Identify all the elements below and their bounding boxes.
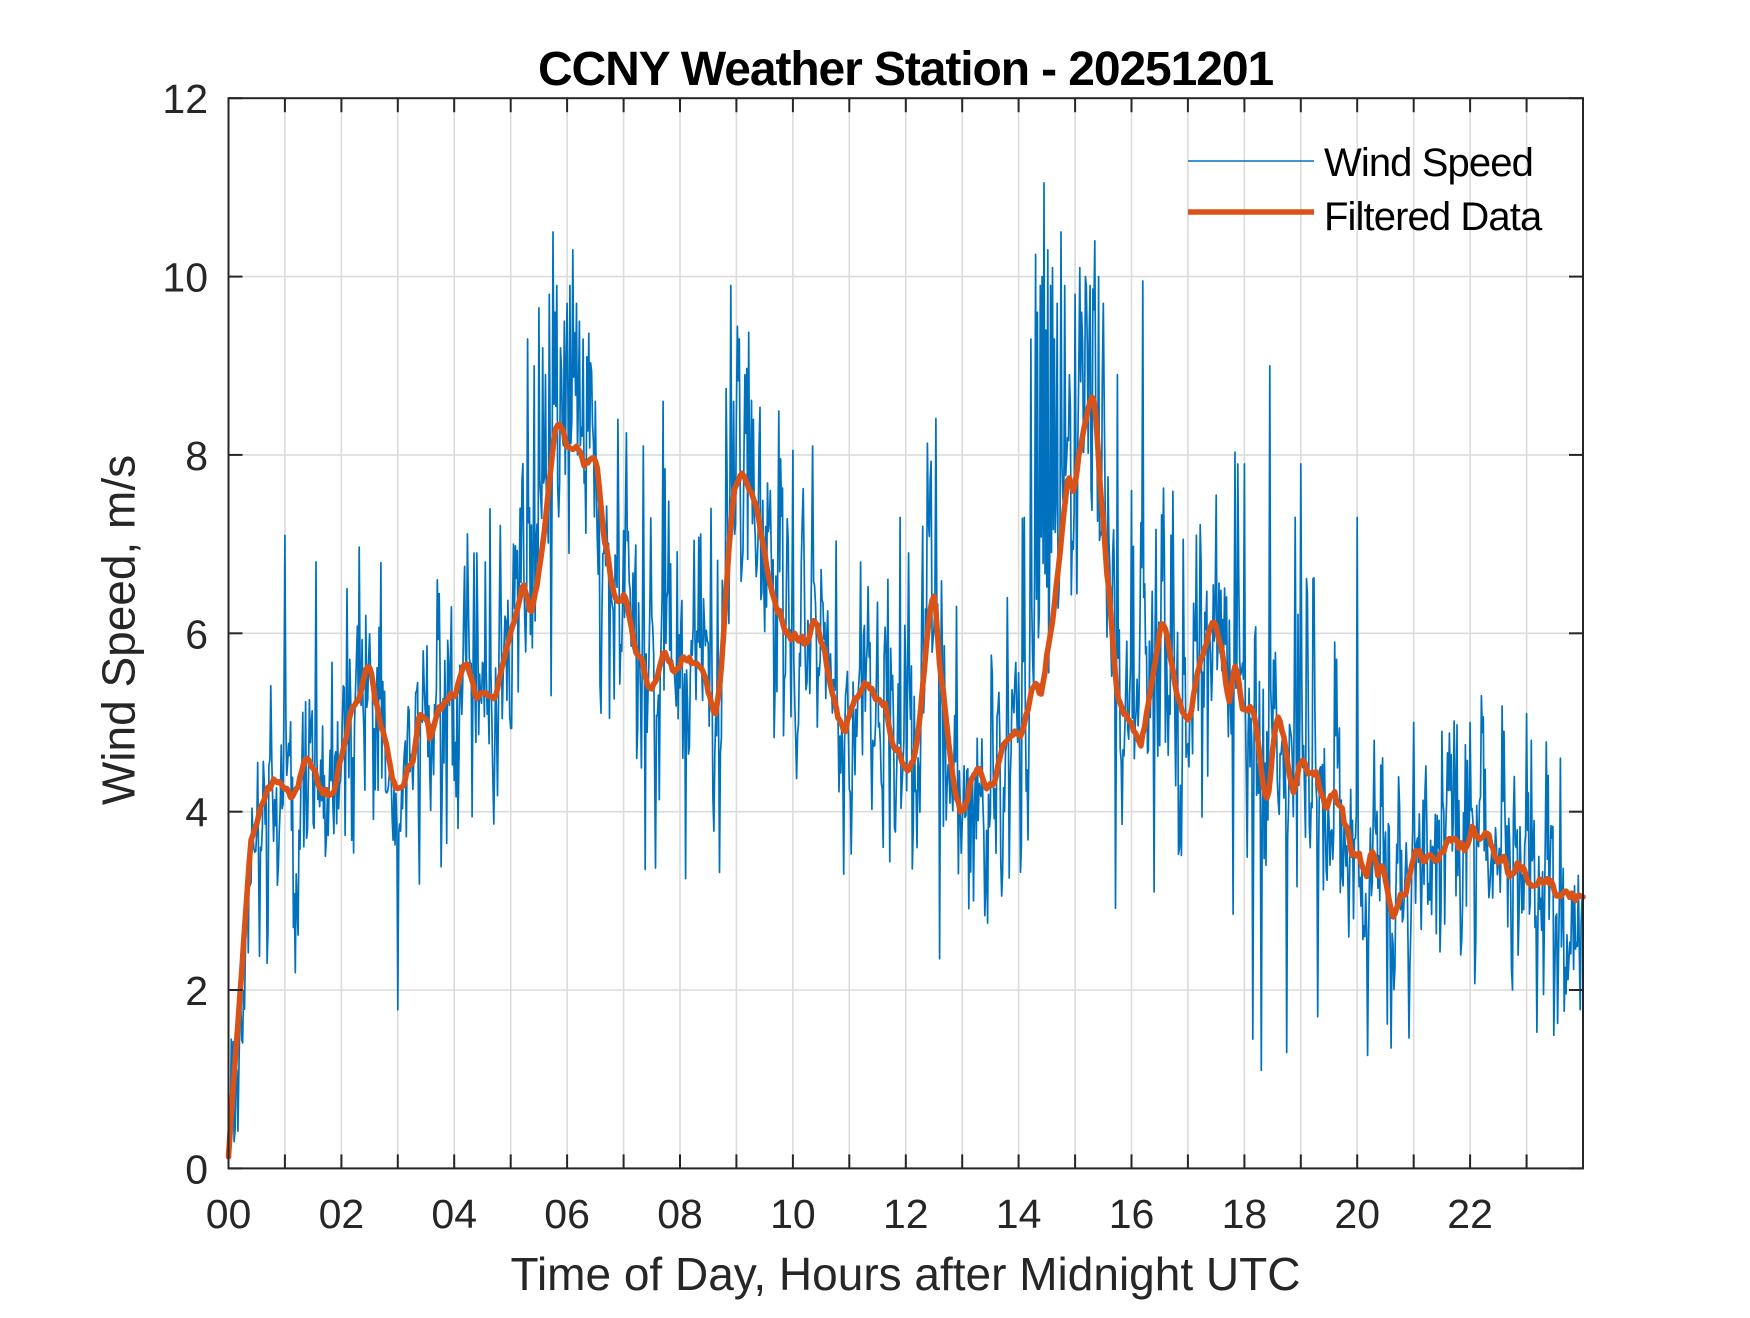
svg-text:4: 4 [185,790,208,836]
svg-text:2: 2 [185,968,208,1014]
svg-text:6: 6 [185,611,208,657]
svg-text:Time of Day, Hours after Midni: Time of Day, Hours after Midnight UTC [511,1248,1301,1300]
svg-text:02: 02 [319,1191,365,1237]
svg-text:8: 8 [185,433,208,479]
svg-text:20: 20 [1334,1191,1380,1237]
svg-text:Wind Speed, m/s: Wind Speed, m/s [93,455,145,805]
svg-text:Filtered Data: Filtered Data [1324,195,1543,239]
svg-text:Wind Speed: Wind Speed [1324,141,1533,185]
svg-text:16: 16 [1109,1191,1155,1237]
svg-text:08: 08 [657,1191,703,1237]
svg-text:12: 12 [162,76,208,122]
svg-text:04: 04 [431,1191,477,1237]
svg-text:14: 14 [996,1191,1042,1237]
svg-text:10: 10 [770,1191,816,1237]
svg-text:00: 00 [206,1191,252,1237]
svg-text:18: 18 [1222,1191,1268,1237]
svg-text:22: 22 [1447,1191,1493,1237]
svg-text:10: 10 [162,255,208,301]
svg-text:0: 0 [185,1146,208,1192]
svg-text:CCNY Weather Station - 2025120: CCNY Weather Station - 20251201 [538,43,1274,96]
svg-text:12: 12 [883,1191,929,1237]
svg-text:06: 06 [544,1191,590,1237]
